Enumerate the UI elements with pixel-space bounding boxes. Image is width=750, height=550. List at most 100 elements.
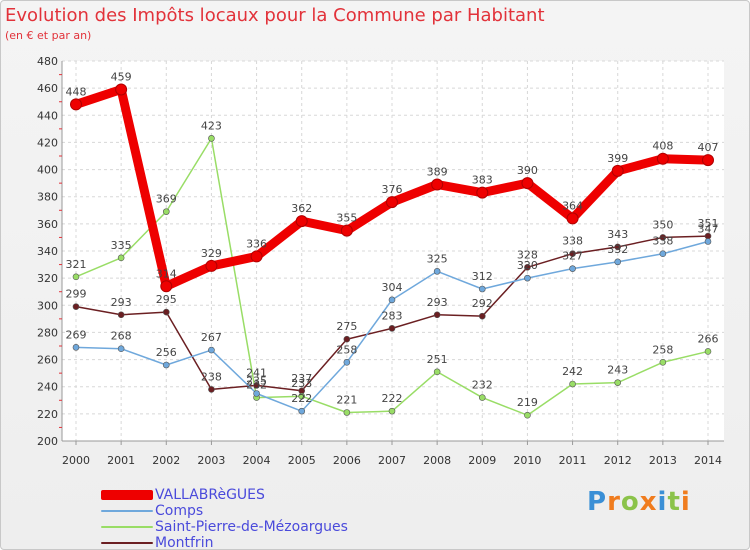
- data-label: 312: [472, 270, 493, 283]
- logo-letter: x: [639, 487, 658, 517]
- x-tick-label: 2004: [243, 454, 271, 467]
- data-point: [253, 390, 260, 397]
- data-point: [72, 273, 80, 281]
- data-point: [569, 250, 576, 258]
- data-label: 407: [698, 141, 719, 154]
- data-point: [566, 212, 579, 225]
- data-label: 222: [291, 392, 312, 405]
- data-label: 258: [336, 343, 357, 356]
- data-label: 369: [156, 193, 177, 206]
- y-tick-label: 340: [37, 245, 58, 258]
- data-label: 327: [562, 250, 583, 263]
- data-label: 336: [246, 237, 267, 250]
- chart-title: Evolution des Impôts locaux pour la Comm…: [5, 5, 545, 26]
- data-label: 238: [201, 370, 222, 383]
- data-label: 293: [427, 296, 448, 309]
- data-point: [569, 265, 576, 272]
- data-label: 295: [156, 293, 177, 306]
- data-label: 350: [652, 218, 673, 231]
- data-point: [433, 368, 441, 376]
- data-label: 256: [156, 346, 177, 359]
- data-point: [614, 379, 622, 386]
- y-tick-label: 240: [37, 381, 58, 394]
- data-point: [72, 303, 80, 310]
- legend-swatch: [101, 490, 153, 500]
- data-label: 219: [517, 396, 538, 409]
- x-tick-label: 2011: [559, 454, 587, 467]
- data-label: 267: [201, 331, 222, 344]
- data-point: [205, 259, 218, 272]
- logo-letter: r: [607, 487, 621, 517]
- x-tick-label: 2013: [649, 454, 677, 467]
- logo-letter: P: [587, 487, 608, 517]
- data-point: [433, 311, 441, 319]
- data-point: [117, 254, 125, 262]
- data-label: 328: [517, 248, 538, 261]
- data-label: 338: [652, 235, 673, 248]
- x-tick-label: 2000: [62, 454, 90, 467]
- data-label: 448: [66, 85, 87, 98]
- data-label: 338: [562, 235, 583, 248]
- data-point: [431, 178, 444, 191]
- data-label: 329: [201, 247, 222, 260]
- legend-label: Saint-Pierre-de-Mézoargues: [155, 519, 348, 535]
- data-label: 362: [291, 202, 312, 215]
- data-point: [160, 280, 173, 293]
- data-point: [659, 250, 667, 258]
- logo-letter: i: [680, 487, 691, 517]
- data-label: 232: [246, 379, 267, 392]
- x-tick-label: 2005: [288, 454, 316, 467]
- data-point: [253, 382, 260, 389]
- x-tick-label: 2014: [694, 454, 722, 467]
- data-point: [208, 346, 215, 354]
- data-point: [611, 164, 624, 177]
- x-tick-label: 2003: [197, 454, 225, 467]
- y-tick-label: 300: [37, 299, 58, 312]
- chart-subtitle: (en € et par an): [5, 29, 92, 42]
- data-point: [702, 154, 714, 167]
- data-point: [478, 312, 486, 320]
- data-label: 325: [427, 252, 448, 265]
- data-point: [524, 274, 531, 282]
- y-tick-label: 260: [37, 354, 58, 367]
- data-point: [659, 358, 667, 366]
- data-point: [569, 380, 576, 388]
- legend-swatch: [101, 510, 153, 512]
- logo-letter: i: [657, 487, 668, 517]
- data-label: 376: [382, 183, 403, 196]
- data-point: [659, 234, 667, 241]
- x-tick-label: 2010: [513, 454, 541, 467]
- y-tick-label: 220: [37, 408, 58, 421]
- legend-label: Montfrin: [155, 535, 214, 550]
- data-point: [343, 335, 351, 343]
- data-point: [388, 407, 396, 415]
- data-point: [388, 325, 396, 332]
- data-label: 222: [382, 392, 403, 405]
- data-label: 242: [562, 365, 583, 378]
- x-tick-label: 2012: [604, 454, 632, 467]
- data-point: [388, 296, 396, 304]
- logo-letter: t: [667, 487, 681, 517]
- y-tick-label: 280: [37, 326, 58, 339]
- y-tick-label: 420: [37, 136, 58, 149]
- data-point: [524, 411, 531, 419]
- data-label: 243: [607, 364, 628, 377]
- data-point: [524, 263, 531, 271]
- data-label: 390: [517, 164, 538, 177]
- data-label: 233: [291, 377, 312, 390]
- data-label: 343: [607, 228, 628, 241]
- data-label: 399: [607, 152, 628, 165]
- data-point: [162, 361, 170, 369]
- data-point: [117, 345, 125, 353]
- data-label: 459: [111, 71, 132, 84]
- legend-label: VALLABRèGUES: [155, 487, 265, 503]
- data-point: [433, 268, 441, 275]
- data-point: [386, 196, 398, 209]
- data-label: 304: [382, 281, 403, 294]
- data-label: 268: [111, 330, 132, 343]
- data-point: [704, 348, 712, 355]
- x-tick-label: 2008: [423, 454, 451, 467]
- data-point: [704, 238, 712, 245]
